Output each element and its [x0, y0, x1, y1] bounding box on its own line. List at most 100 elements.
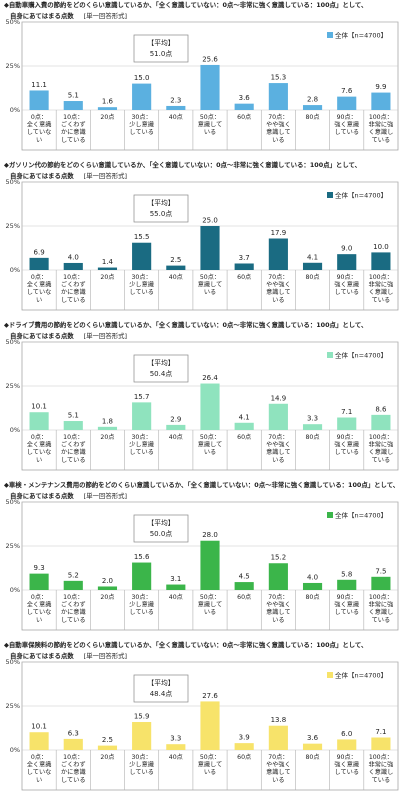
- category-label: している: [61, 777, 86, 784]
- chart-panel: ◆ガソリン代の節約をどのくらい意識しているか、「全く意識していない：0点～非常に…: [0, 160, 404, 320]
- category-label: く意識し: [369, 448, 394, 456]
- category-label: 0点：: [31, 273, 47, 281]
- category-label: 非常に強: [369, 121, 394, 129]
- average-heading: 【平均】: [147, 678, 174, 687]
- chart-panel: ◆自動車保険料の節約をどのくらい意識しているか、「全く意識していない：0点～非常…: [0, 640, 404, 800]
- data-label: 15.5: [134, 233, 150, 241]
- category-label: いる: [204, 609, 216, 616]
- category-label: 全く意識: [27, 281, 52, 289]
- category-label: していな: [27, 609, 52, 616]
- data-label: 1.4: [102, 258, 114, 266]
- category-label: していな: [27, 449, 52, 456]
- category-label: している: [334, 769, 359, 776]
- data-label: 6.9: [34, 248, 45, 256]
- category-label: い: [36, 777, 42, 784]
- category-label: 全く意識: [27, 121, 52, 129]
- chart-panel: ◆車検・メンテナンス費用の節約をどのくらい意識しているか、「全く意識していない：…: [0, 480, 404, 640]
- bar-chart: 0% 25% 50% 6.9 4.0 1.4 15.5 2.5 25.0 3.7 17.9 4.1 9.…: [6, 178, 399, 311]
- chart-panel: ◆ドライブ費用の節約をどのくらい意識しているか、「全く意識していない：0点～非常…: [0, 320, 404, 480]
- legend-label: 全体【n=4700】: [335, 671, 387, 680]
- y-tick-label: 0%: [10, 266, 20, 274]
- category-label: 強く意識: [334, 281, 359, 289]
- category-label: 100点：: [369, 593, 393, 601]
- bar: [268, 403, 288, 430]
- category-label: 90点：: [337, 273, 357, 281]
- category-label: 少し意識: [129, 121, 154, 129]
- category-label: かに意識: [61, 448, 86, 456]
- data-label: 3.1: [170, 575, 181, 583]
- average-value: 48.4点: [150, 690, 173, 698]
- bar: [63, 580, 83, 590]
- average-heading: 【平均】: [147, 358, 174, 367]
- category-label: い: [36, 457, 42, 464]
- legend-label: 全体【n=4700】: [335, 191, 387, 200]
- category-label: 非常に強: [369, 281, 394, 289]
- bar: [132, 562, 152, 590]
- average-heading: 【平均】: [147, 198, 174, 207]
- chart-question-cont: 自身にあてはまる点数 [単一回答形式]: [10, 492, 127, 501]
- y-tick-label: 0%: [10, 106, 20, 114]
- chart-question-line2: 自身にあてはまる点数: [10, 492, 74, 500]
- data-label: 5.8: [341, 570, 352, 578]
- category-label: ごくわず: [61, 761, 86, 769]
- bar: [337, 739, 357, 750]
- data-label: 3.3: [307, 415, 318, 423]
- bar: [371, 92, 391, 110]
- bar: [63, 101, 83, 110]
- category-label: していな: [27, 769, 52, 776]
- average-value: 50.4点: [150, 370, 173, 378]
- chart-question: ◆車検・メンテナンス費用の節約をどのくらい意識しているか、「全く意識していない：…: [4, 481, 400, 489]
- category-label: 90点：: [337, 433, 357, 441]
- category-label: 80点: [306, 113, 320, 121]
- category-label: ている: [372, 777, 391, 784]
- category-label: 60点: [237, 593, 251, 601]
- data-label: 25.0: [202, 217, 218, 225]
- bar-chart: 0% 25% 50% 10.1 5.1 1.8 15.7 2.9 26.4 4.1 14.9 3.3 7…: [6, 338, 399, 471]
- category-label: 10点：: [63, 113, 83, 121]
- category-label: 90点：: [337, 593, 357, 601]
- bar: [234, 743, 254, 750]
- category-label: 50点：: [200, 593, 220, 601]
- category-label: 10点：: [63, 593, 83, 601]
- category-label: 意識して: [198, 441, 223, 449]
- data-label: 7.1: [375, 728, 386, 736]
- data-label: 9.3: [34, 564, 45, 572]
- category-label: 全く意識: [27, 441, 52, 449]
- category-label: 50点：: [200, 433, 220, 441]
- chart-question: ◆ドライブ費用の節約をどのくらい意識しているか、「全く意識していない：0点～非常…: [4, 321, 368, 329]
- category-label: ている: [372, 617, 391, 624]
- data-label: 15.9: [134, 713, 150, 721]
- category-label: 70点：: [268, 593, 288, 601]
- category-label: 90点：: [337, 753, 357, 761]
- data-label: 9.0: [341, 245, 352, 253]
- data-label: 1.8: [102, 417, 113, 425]
- category-label: 70点：: [268, 433, 288, 441]
- bar: [302, 743, 323, 750]
- category-label: く意識し: [369, 288, 394, 296]
- bar: [337, 254, 357, 270]
- bar: [268, 725, 288, 750]
- category-label: 意識して: [198, 121, 223, 129]
- bar: [166, 265, 186, 270]
- chart-question: ◆自動車保険料の節約をどのくらい意識しているか、「全く意識していない：0点～非常…: [4, 641, 368, 649]
- category-label: 30点：: [132, 113, 152, 121]
- category-label: 少し意識: [129, 761, 154, 769]
- chart-question-cont: 自身にあてはまる点数 [単一回答形式]: [10, 332, 127, 341]
- data-label: 3.6: [307, 734, 319, 742]
- y-tick-label: 0%: [10, 426, 20, 434]
- y-tick-label: 50%: [6, 338, 20, 346]
- category-label: 10点：: [63, 273, 83, 281]
- legend-label: 全体【n=4700】: [335, 351, 387, 360]
- category-label: ごくわず: [61, 281, 86, 289]
- category-label: 30点：: [132, 753, 152, 761]
- category-label: いる: [204, 769, 216, 776]
- category-label: 70点：: [268, 753, 288, 761]
- category-label: 強く意識: [334, 441, 359, 449]
- bar: [371, 576, 391, 590]
- category-label: 90点：: [337, 113, 357, 121]
- bar: [132, 722, 152, 750]
- chart-question-cont: 自身にあてはまる点数 [単一回答形式]: [10, 172, 127, 181]
- data-label: 2.8: [307, 96, 318, 104]
- bar: [268, 83, 288, 110]
- category-label: 60点: [237, 113, 251, 121]
